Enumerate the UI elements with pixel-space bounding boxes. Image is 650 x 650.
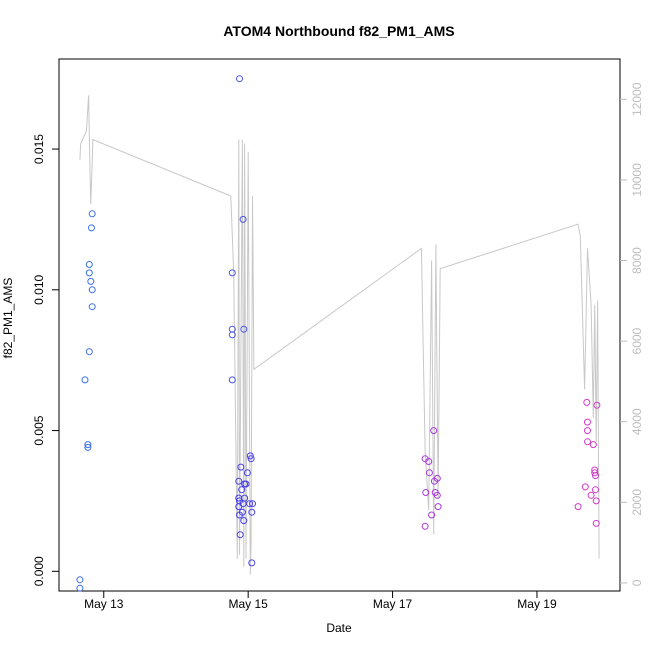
data-point bbox=[238, 508, 246, 516]
y2-tick-label: 12000 bbox=[630, 82, 644, 116]
data-point bbox=[581, 483, 589, 491]
data-point bbox=[591, 469, 599, 477]
data-point bbox=[85, 261, 93, 268]
y-tick-label: 0.010 bbox=[32, 274, 46, 304]
y2-tick-label: 8000 bbox=[630, 247, 644, 274]
data-point bbox=[228, 269, 236, 277]
data-point bbox=[241, 494, 249, 502]
data-point bbox=[249, 500, 256, 508]
data-point bbox=[248, 559, 256, 567]
data-point bbox=[587, 491, 595, 499]
series-line bbox=[79, 95, 600, 575]
data-point bbox=[88, 286, 96, 294]
x-axis: May 13 May 15 May 17 May 19 bbox=[84, 591, 557, 611]
plot-area-frame bbox=[58, 58, 621, 592]
data-point bbox=[243, 469, 251, 477]
data-point bbox=[237, 463, 245, 471]
x-tick-label: May 19 bbox=[517, 597, 557, 611]
data-point bbox=[584, 427, 591, 435]
data-point bbox=[428, 511, 436, 519]
data-point bbox=[422, 489, 430, 496]
line-series-layer bbox=[79, 95, 600, 575]
data-point bbox=[236, 531, 244, 539]
data-point bbox=[425, 458, 433, 465]
y2-tick-label: 6000 bbox=[630, 327, 644, 354]
data-point bbox=[592, 497, 600, 505]
data-point bbox=[246, 452, 254, 460]
data-point bbox=[592, 486, 599, 494]
data-point bbox=[228, 376, 236, 384]
data-point bbox=[84, 441, 92, 449]
data-point bbox=[85, 348, 93, 356]
data-point bbox=[88, 224, 95, 232]
x-tick-label: May 15 bbox=[228, 597, 268, 611]
data-point bbox=[240, 517, 248, 525]
y-tick-label: 0.000 bbox=[32, 556, 46, 586]
data-point bbox=[76, 584, 84, 592]
x-tick-label: May 13 bbox=[84, 597, 124, 611]
data-point bbox=[434, 503, 442, 511]
y-axis-label: f82_PM1_AMS bbox=[1, 278, 15, 359]
data-point bbox=[248, 508, 256, 516]
y2-tick-label: 2000 bbox=[630, 489, 644, 516]
data-point bbox=[84, 443, 92, 451]
y2-axis: 0 2000 4000 6000 8000 10000 12000 bbox=[620, 82, 644, 586]
chart-title: ATOM4 Northbound f82_PM1_AMS bbox=[223, 23, 454, 39]
y-tick-label: 0.015 bbox=[32, 134, 46, 164]
data-point bbox=[238, 486, 246, 494]
data-point bbox=[88, 210, 96, 218]
data-point bbox=[81, 376, 89, 384]
data-point bbox=[247, 455, 255, 463]
data-point bbox=[433, 474, 441, 482]
data-point bbox=[593, 401, 601, 409]
data-point bbox=[584, 438, 591, 446]
y2-tick-label: 4000 bbox=[630, 408, 644, 435]
data-point bbox=[240, 325, 248, 333]
y2-tick-label: 10000 bbox=[630, 163, 644, 197]
data-point bbox=[239, 215, 247, 223]
data-point bbox=[425, 469, 433, 477]
y-tick-label: 0.005 bbox=[32, 415, 46, 445]
data-point bbox=[589, 441, 597, 449]
y-axis: 0.000 0.005 0.010 0.015 bbox=[32, 134, 59, 586]
data-point bbox=[430, 427, 438, 435]
data-point bbox=[85, 269, 93, 277]
data-point bbox=[236, 75, 243, 83]
y2-tick-label: 0 bbox=[630, 579, 644, 586]
data-point bbox=[242, 480, 250, 488]
data-point bbox=[235, 477, 243, 485]
data-point bbox=[584, 418, 591, 426]
x-axis-label: Date bbox=[326, 621, 352, 635]
point-series-layer bbox=[76, 75, 601, 592]
data-point bbox=[246, 500, 254, 508]
data-point bbox=[583, 398, 591, 406]
data-point bbox=[228, 331, 236, 339]
data-point bbox=[87, 277, 95, 285]
data-point bbox=[88, 303, 96, 311]
data-point bbox=[592, 519, 600, 527]
data-point bbox=[421, 522, 429, 530]
data-point bbox=[574, 503, 582, 511]
data-point bbox=[592, 472, 599, 480]
data-point bbox=[433, 491, 441, 499]
data-point bbox=[76, 576, 84, 584]
x-tick-label: May 17 bbox=[373, 597, 413, 611]
